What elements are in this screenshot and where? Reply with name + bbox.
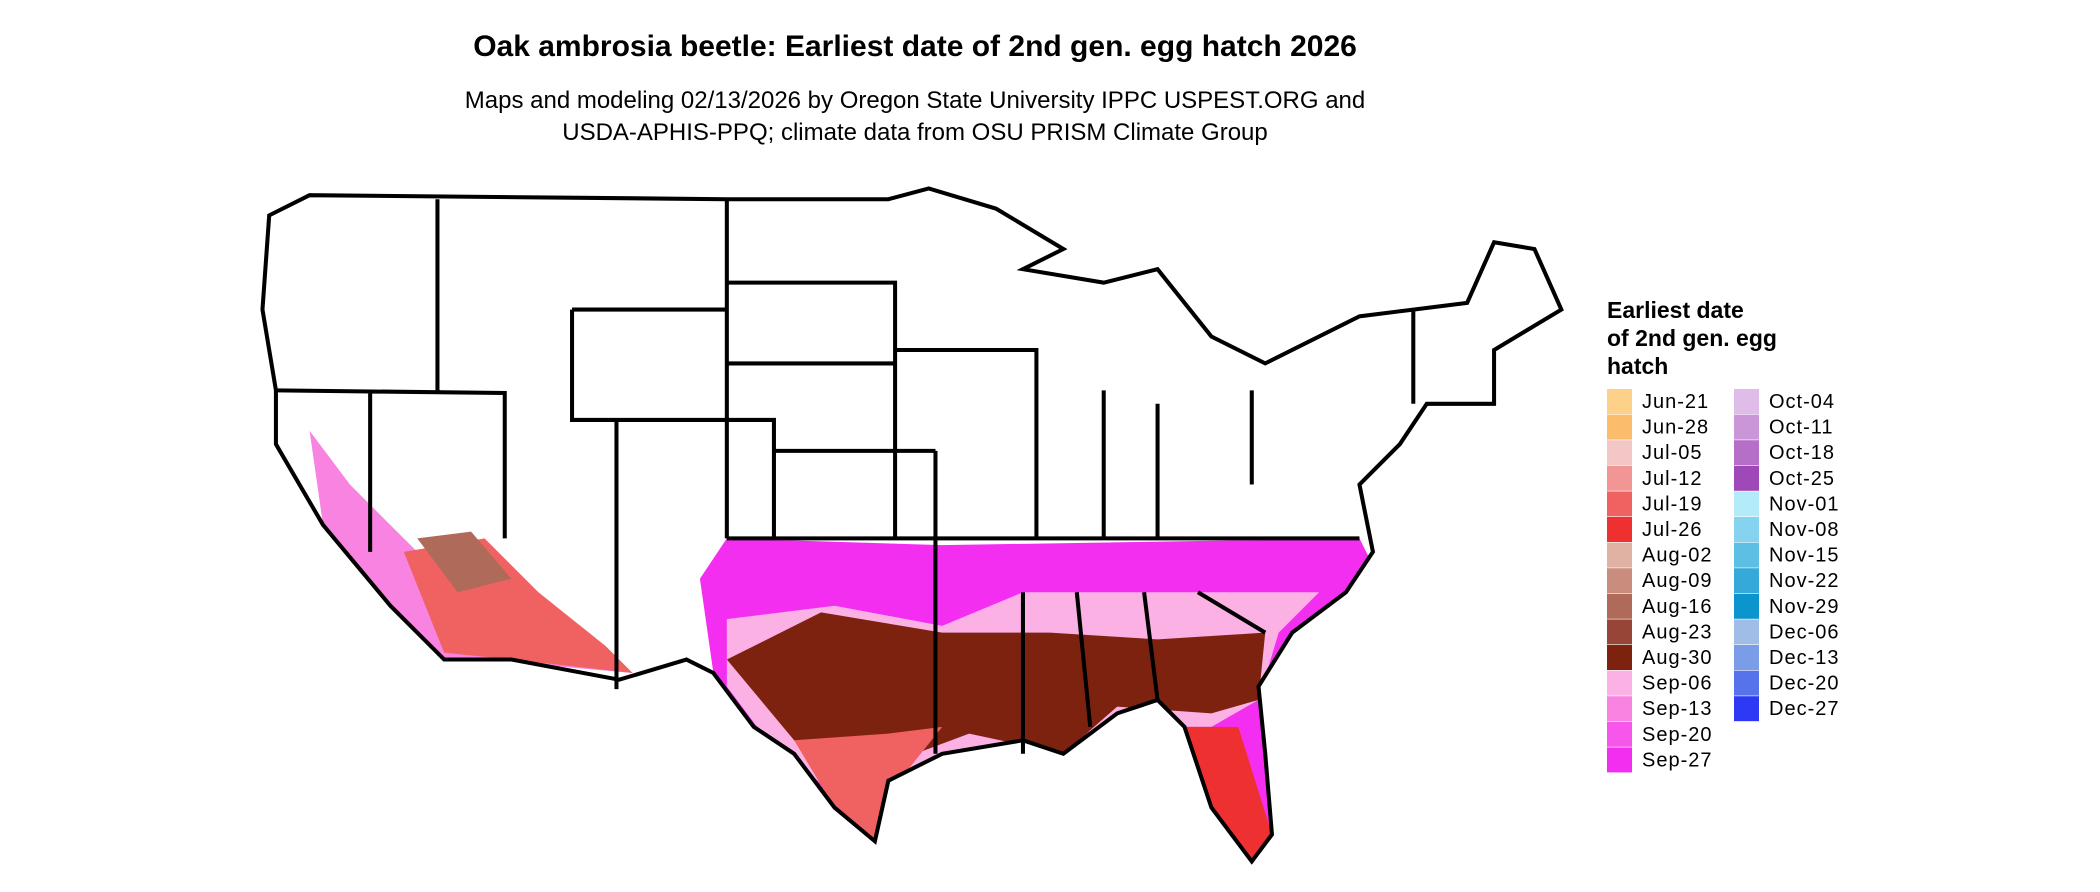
zone — [1184, 726, 1272, 862]
legend-label: Oct-11 — [1769, 417, 1834, 439]
zone — [417, 531, 512, 593]
legend-swatch — [1734, 465, 1759, 491]
legend-swatch — [1734, 619, 1759, 645]
legend-swatch — [1607, 645, 1632, 670]
legend-swatch — [1734, 593, 1759, 619]
legend-swatch — [1734, 491, 1759, 517]
state-borders — [262, 188, 1561, 861]
legend-swatch — [1734, 645, 1759, 670]
legend-swatch — [1607, 517, 1632, 542]
legend-label: Jul-05 — [1642, 442, 1702, 464]
legend-label: Nov-22 — [1769, 570, 1839, 592]
legend-label: Jun-28 — [1642, 417, 1709, 439]
subtitle: USDA-APHIS-PPQ; climate data from OSU PR… — [562, 119, 1268, 146]
zone — [726, 612, 1266, 774]
legend-title: of 2nd gen. egg — [1607, 325, 1777, 351]
legend-swatch — [1734, 517, 1759, 542]
legend-label: Oct-25 — [1769, 468, 1835, 490]
zone — [794, 726, 943, 842]
legend-label: Aug-02 — [1642, 545, 1713, 567]
legend-label: Nov-15 — [1769, 545, 1839, 567]
legend-swatch — [1607, 721, 1632, 747]
legend-label: Sep-13 — [1642, 698, 1713, 720]
legend-label: Sep-06 — [1642, 673, 1713, 695]
legend-title: Earliest date — [1607, 297, 1744, 323]
legend-label: Aug-09 — [1642, 570, 1713, 592]
legend-label: Jul-19 — [1642, 493, 1702, 515]
legend-swatch — [1734, 670, 1759, 696]
legend-swatch — [1607, 619, 1632, 645]
legend-label: Jul-12 — [1642, 468, 1702, 490]
legend-label: Nov-01 — [1769, 493, 1839, 515]
legend-swatch — [1607, 593, 1632, 619]
legend-label: Nov-08 — [1769, 519, 1839, 541]
map — [262, 188, 1561, 861]
legend-swatch — [1607, 747, 1632, 773]
legend-swatch — [1607, 670, 1632, 696]
legend-swatch — [1734, 696, 1759, 722]
legend: Jun-21 Jun-28 Jul-05 Jul-12 Jul-19 Jul-26 Aug-… — [1607, 389, 1839, 773]
legend-label: Sep-27 — [1642, 749, 1713, 771]
legend-label: Jun-21 — [1642, 391, 1709, 413]
legend-swatch — [1607, 696, 1632, 722]
legend-label: Aug-16 — [1642, 596, 1713, 618]
legend-title: hatch — [1607, 353, 1668, 379]
legend-label: Nov-29 — [1769, 596, 1839, 618]
legend-swatch — [1607, 414, 1632, 440]
legend-label: Oct-18 — [1769, 442, 1835, 464]
subtitle: Maps and modeling 02/13/2026 by Oregon S… — [465, 87, 1365, 114]
legend-label: Aug-30 — [1642, 647, 1713, 669]
legend-label: Dec-06 — [1769, 621, 1839, 643]
legend-swatch — [1607, 440, 1632, 466]
legend-swatch — [1607, 542, 1632, 568]
legend-label: Oct-04 — [1769, 391, 1835, 413]
legend-label: Aug-23 — [1642, 621, 1713, 643]
legend-label: Dec-27 — [1769, 698, 1839, 720]
legend-label: Jul-26 — [1642, 519, 1702, 541]
legend-label: Dec-20 — [1769, 673, 1839, 695]
legend-swatch — [1734, 568, 1759, 594]
legend-label: Dec-13 — [1769, 647, 1839, 669]
legend-swatch — [1734, 440, 1759, 466]
title: Oak ambrosia beetle: Earliest date of 2n… — [473, 30, 1357, 63]
legend-swatch — [1607, 389, 1632, 414]
legend-swatch — [1607, 491, 1632, 517]
legend-swatch — [1734, 389, 1759, 414]
legend-swatch — [1607, 568, 1632, 594]
legend-label: Sep-20 — [1642, 724, 1713, 746]
legend-swatch — [1734, 542, 1759, 568]
legend-swatch — [1607, 465, 1632, 491]
legend-swatch — [1734, 414, 1759, 440]
